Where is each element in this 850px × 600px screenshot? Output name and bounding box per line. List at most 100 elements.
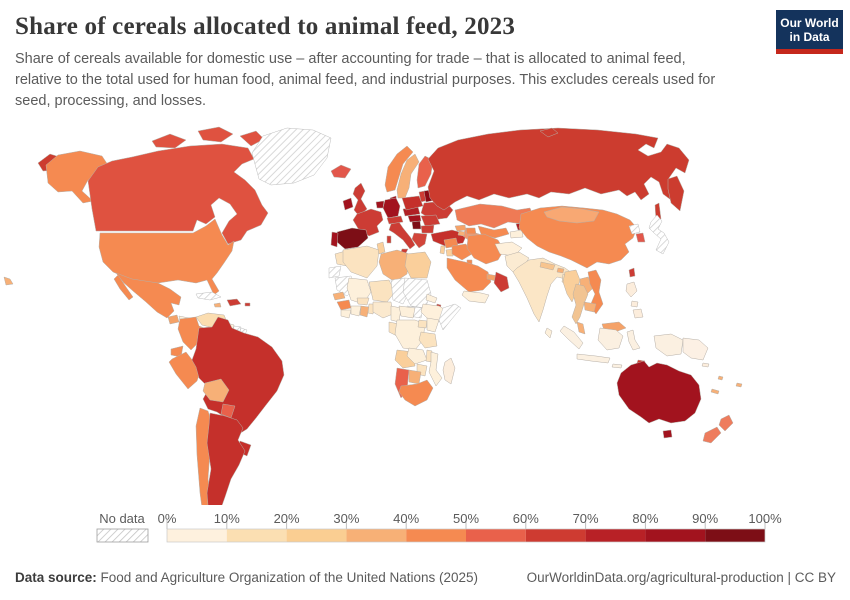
region-saudi-arabia[interactable] [446, 257, 492, 293]
region-cambodia[interactable] [583, 301, 597, 313]
region-brazil[interactable] [191, 316, 285, 435]
region-mozambique[interactable] [428, 351, 443, 387]
region-russia-arctic-island[interactable] [539, 127, 559, 138]
region-ivory-coast[interactable] [350, 305, 362, 317]
legend-no-data-swatch[interactable] [96, 528, 149, 543]
region-togo-benin[interactable] [367, 303, 375, 315]
region-algeria[interactable] [342, 245, 380, 279]
region-bhutan[interactable] [556, 267, 565, 274]
region-taiwan[interactable] [628, 267, 636, 278]
region-australia-tasmania[interactable] [662, 429, 673, 439]
owid-logo[interactable]: Our World in Data [776, 10, 843, 54]
region-indonesia-lesser-sunda[interactable] [611, 363, 623, 369]
region-mongolia[interactable] [543, 206, 600, 224]
region-new-caledonia[interactable] [710, 388, 720, 395]
region-indonesia-sumatra[interactable] [559, 325, 584, 350]
region-guatemala[interactable] [167, 314, 180, 325]
region-sri-lanka[interactable] [544, 327, 553, 339]
region-china[interactable] [518, 205, 638, 269]
region-uganda[interactable] [417, 319, 428, 329]
region-russia[interactable] [427, 127, 690, 211]
region-georgia[interactable] [454, 224, 467, 232]
legend-bin-3[interactable] [346, 529, 407, 542]
region-ghana[interactable] [359, 305, 370, 318]
region-bolivia[interactable] [202, 378, 230, 403]
legend-bin-5[interactable] [466, 529, 526, 542]
region-italy[interactable] [388, 221, 416, 250]
region-tunisia[interactable] [376, 241, 386, 255]
region-oman[interactable] [493, 271, 510, 293]
region-mexico[interactable] [115, 272, 182, 319]
region-baja-california[interactable] [113, 274, 134, 301]
legend-bin-2[interactable] [286, 529, 347, 542]
region-new-zealand-south[interactable] [702, 426, 722, 444]
legend-bin-0[interactable] [167, 529, 227, 542]
region-yemen[interactable] [461, 290, 490, 304]
region-italy-sardinia[interactable] [386, 235, 392, 244]
legend-bin-1[interactable] [226, 529, 287, 542]
region-zambia[interactable] [406, 347, 428, 365]
region-thailand[interactable] [571, 283, 589, 325]
region-western-sahara[interactable] [328, 265, 342, 279]
region-russia-kamchatka[interactable] [667, 175, 685, 212]
region-greenland[interactable] [251, 127, 332, 186]
legend-bin-9[interactable] [705, 529, 765, 542]
region-argentina[interactable] [206, 412, 246, 505]
region-canada-arctic-island-2[interactable] [197, 126, 234, 143]
region-botswana[interactable] [408, 369, 422, 385]
region-philippines-luzon[interactable] [625, 281, 638, 298]
region-new-zealand-north[interactable] [718, 414, 734, 432]
region-sudan[interactable] [402, 277, 432, 309]
region-canada-arctic-island-1[interactable] [151, 133, 187, 149]
region-romania[interactable] [420, 214, 441, 227]
region-azerbaijan[interactable] [465, 227, 477, 235]
region-tanzania[interactable] [418, 331, 438, 349]
region-nigeria[interactable] [372, 301, 394, 319]
region-japan[interactable] [648, 214, 670, 255]
region-hungary[interactable] [407, 214, 422, 223]
region-libya[interactable] [378, 249, 410, 283]
region-south-africa[interactable] [398, 379, 434, 407]
legend-bin-7[interactable] [585, 529, 646, 542]
region-cuba[interactable] [195, 291, 222, 301]
region-canada[interactable] [87, 143, 269, 245]
region-drc[interactable] [394, 319, 426, 351]
map-legend[interactable]: No data 0% 10% 20% 30% 40% 50% 60% 70% 8… [0, 505, 850, 551]
region-germany[interactable] [382, 197, 401, 219]
region-niger[interactable] [368, 279, 396, 303]
region-serbia[interactable] [411, 220, 422, 230]
region-fiji[interactable] [735, 382, 743, 388]
region-indonesia-west-papua[interactable] [653, 333, 684, 357]
region-kenya[interactable] [426, 317, 440, 333]
region-nepal[interactable] [539, 261, 556, 271]
region-south-korea[interactable] [635, 232, 646, 243]
legend-bin-8[interactable] [645, 529, 706, 542]
region-philippines-visayas[interactable] [630, 300, 639, 308]
region-guinea[interactable] [336, 299, 352, 311]
region-tajikistan[interactable] [509, 229, 524, 239]
region-burkina-faso[interactable] [356, 297, 370, 306]
region-afghanistan[interactable] [494, 241, 523, 257]
region-bulgaria[interactable] [420, 224, 435, 234]
region-jamaica[interactable] [213, 302, 222, 308]
region-sierra-leone-liberia[interactable] [340, 309, 352, 319]
region-spain[interactable] [336, 227, 369, 250]
legend-bin-6[interactable] [525, 529, 586, 542]
region-egypt[interactable] [404, 251, 432, 279]
region-switzerland-austria[interactable] [386, 215, 404, 225]
region-lebanon-israel[interactable] [439, 245, 446, 255]
region-iran[interactable] [466, 233, 505, 265]
region-hispaniola[interactable] [226, 298, 242, 307]
region-vietnam[interactable] [587, 269, 604, 315]
region-hawaii[interactable] [3, 276, 14, 286]
region-puerto-rico[interactable] [244, 302, 251, 307]
region-poland[interactable] [401, 195, 424, 211]
region-vanuatu[interactable] [717, 375, 724, 381]
credit-link[interactable]: OurWorldinData.org/agricultural-producti… [526, 570, 836, 585]
region-iceland[interactable] [330, 164, 352, 179]
region-australia[interactable] [616, 360, 702, 424]
world-map[interactable] [0, 121, 850, 505]
region-eritrea[interactable] [425, 293, 438, 304]
region-sweden[interactable] [396, 153, 420, 199]
region-greece[interactable] [411, 232, 428, 249]
